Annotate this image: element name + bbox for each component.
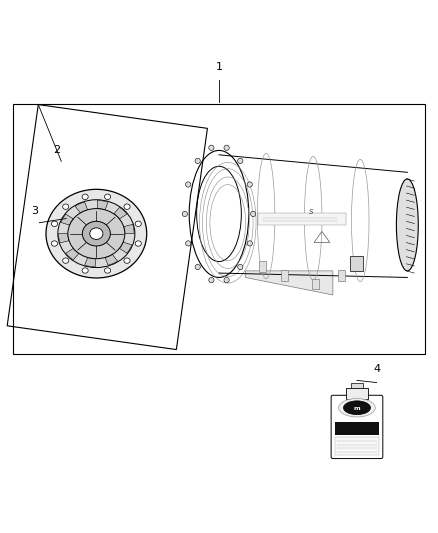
Polygon shape [124, 224, 134, 233]
Bar [13, 104, 425, 354]
Ellipse shape [251, 211, 256, 216]
Ellipse shape [124, 204, 130, 209]
Text: m: m [353, 406, 360, 410]
Polygon shape [66, 248, 79, 260]
Polygon shape [114, 207, 127, 219]
Ellipse shape [68, 208, 125, 259]
Bar [259, 261, 266, 272]
Ellipse shape [58, 200, 135, 268]
Ellipse shape [135, 241, 141, 246]
Bar [338, 270, 345, 280]
Ellipse shape [186, 182, 191, 187]
Text: 3: 3 [32, 206, 39, 216]
Ellipse shape [105, 268, 111, 273]
Polygon shape [97, 200, 108, 210]
Text: 2: 2 [53, 145, 60, 155]
Ellipse shape [46, 189, 147, 278]
Ellipse shape [105, 194, 111, 199]
Ellipse shape [343, 401, 371, 415]
Polygon shape [59, 233, 69, 243]
Polygon shape [245, 271, 333, 295]
Ellipse shape [82, 268, 88, 273]
Bar [258, 213, 346, 225]
Ellipse shape [186, 241, 191, 246]
Ellipse shape [135, 221, 141, 227]
Ellipse shape [339, 399, 375, 417]
Ellipse shape [51, 221, 57, 227]
Bar [335, 422, 379, 435]
Ellipse shape [238, 264, 243, 270]
Bar [281, 270, 288, 280]
Ellipse shape [209, 145, 214, 150]
Bar [335, 437, 379, 455]
Ellipse shape [247, 241, 252, 246]
Ellipse shape [195, 158, 200, 164]
Text: S: S [309, 209, 313, 215]
Polygon shape [85, 257, 95, 267]
Polygon shape [120, 242, 132, 253]
Ellipse shape [224, 278, 229, 282]
Ellipse shape [182, 211, 187, 216]
Ellipse shape [51, 241, 57, 246]
Bar [351, 383, 363, 389]
Polygon shape [61, 214, 73, 225]
Ellipse shape [63, 204, 69, 209]
Ellipse shape [124, 258, 130, 263]
Ellipse shape [195, 264, 200, 270]
Ellipse shape [247, 182, 252, 187]
Ellipse shape [209, 278, 214, 282]
Ellipse shape [90, 228, 103, 239]
Bar [312, 279, 319, 289]
Text: 4: 4 [373, 364, 380, 374]
Text: 1: 1 [215, 62, 223, 71]
Ellipse shape [238, 158, 243, 164]
Bar [350, 255, 363, 271]
Ellipse shape [224, 145, 229, 150]
Ellipse shape [63, 258, 69, 263]
Ellipse shape [82, 194, 88, 199]
Ellipse shape [396, 179, 418, 271]
Polygon shape [105, 254, 117, 265]
Bar [346, 388, 368, 399]
Polygon shape [75, 202, 88, 213]
Ellipse shape [82, 221, 110, 246]
FancyBboxPatch shape [331, 395, 383, 458]
